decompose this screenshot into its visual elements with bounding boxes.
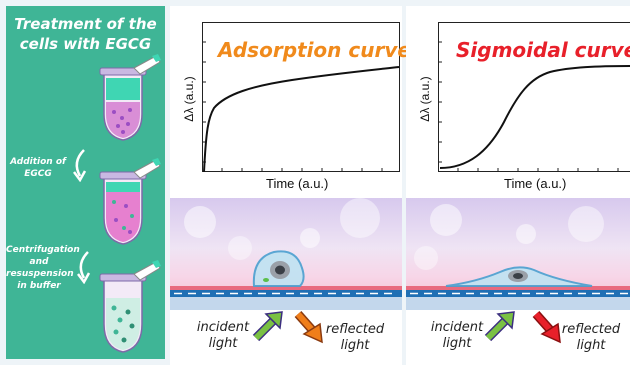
plot-frame — [202, 22, 400, 172]
procedure-title-line1: Treatment of the — [14, 15, 157, 33]
adsorption-chart-panel: Δλ (a.u.) Adsorption curve Time (a.u.) — [170, 6, 411, 198]
step-1-line1: Addition of — [10, 157, 66, 167]
step-1-label: Addition of EGCG — [8, 156, 68, 180]
spread-cell-scene — [406, 198, 630, 310]
x-ticks — [221, 168, 383, 172]
curved-arrow-icon — [73, 149, 87, 182]
x-axis-label: Time (a.u.) — [504, 176, 567, 191]
x-axis-label: Time (a.u.) — [266, 176, 329, 191]
reflected-line1: reflected — [561, 322, 621, 337]
reflected-light-label: reflected light — [322, 322, 388, 354]
incident-line1: incident — [196, 320, 250, 335]
tube-1-icon — [99, 54, 161, 141]
incident-arrow-icon — [484, 311, 515, 342]
sigmoidal-curve-line — [439, 65, 630, 169]
adsorption-scene-panel: incident light reflected light — [170, 198, 402, 365]
reflected-arrow-icon — [532, 311, 561, 344]
incident-line2: light — [208, 336, 238, 351]
step-2-line2: and — [29, 257, 49, 267]
sigmoidal-chart-panel: Δλ (a.u.) Sigmoidal curve Time (a.u.) — [406, 6, 630, 198]
sigmoidal-chart — [438, 22, 630, 172]
adsorbed-cell-scene — [170, 198, 402, 310]
reflected-line2: light — [340, 338, 370, 353]
tube-2-icon — [99, 158, 161, 245]
chart-title: Sigmoidal curve — [456, 38, 630, 62]
y-axis-label: Δλ (a.u.) — [182, 76, 196, 122]
reflected-line1: reflected — [325, 322, 385, 337]
incident-arrow-icon — [252, 311, 283, 342]
sigmoidal-scene-panel: incident light reflected light — [406, 198, 630, 365]
incident-light-label: incident light — [194, 320, 252, 352]
reflected-light-label: reflected light — [558, 322, 624, 354]
tube-3-icon — [99, 260, 161, 353]
step-2-line4: in buffer — [17, 281, 61, 291]
procedure-panel: Treatment of the cells with EGCG Additio… — [6, 6, 165, 359]
x-ticks — [457, 168, 619, 172]
incident-line1: incident — [430, 320, 484, 335]
step-2-line3: resuspension — [6, 269, 74, 279]
adsorption-curve-line — [203, 66, 400, 172]
cell-on-surface-illustration — [170, 198, 402, 310]
incident-light-label: incident light — [428, 320, 486, 352]
procedure-title: Treatment of the cells with EGCG — [6, 14, 165, 54]
y-ticks — [438, 41, 442, 163]
plot-frame — [438, 22, 630, 172]
adsorption-chart — [202, 22, 400, 172]
curved-arrow-icon — [77, 251, 91, 284]
procedure-title-line2: cells with EGCG — [19, 35, 152, 53]
step-2-label: Centrifugation and resuspension in buffe… — [6, 244, 80, 292]
chart-title: Adsorption curve — [218, 38, 411, 62]
incident-line2: light — [442, 336, 472, 351]
reflected-line2: light — [576, 338, 606, 353]
y-axis-label: Δλ (a.u.) — [418, 76, 432, 122]
reflected-arrow-icon — [294, 311, 323, 344]
step-2-line1: Centrifugation — [6, 245, 80, 255]
step-1-line2: EGCG — [24, 169, 52, 179]
cell-spread-illustration — [406, 204, 630, 310]
